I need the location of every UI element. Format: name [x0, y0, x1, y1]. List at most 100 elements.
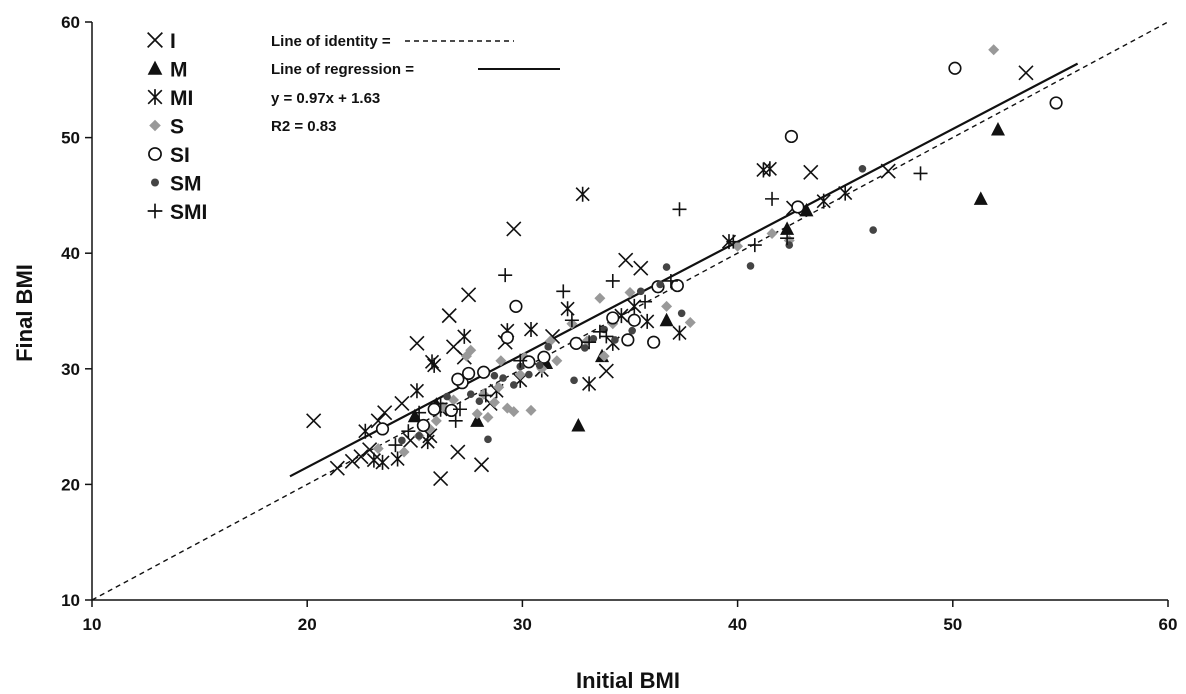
point-mi	[582, 376, 597, 392]
x-tick-label: 20	[298, 615, 317, 634]
point-mi	[838, 185, 853, 201]
point-mi	[672, 325, 687, 341]
point-sm	[466, 390, 475, 399]
point-sm	[509, 381, 518, 389]
point-smi	[605, 273, 620, 288]
x-tick-label: 30	[513, 615, 532, 634]
point-s	[514, 369, 526, 381]
point-sm	[475, 397, 484, 405]
point-smi	[913, 166, 928, 181]
point-s	[594, 292, 606, 304]
point-mi	[560, 301, 575, 317]
point-s	[598, 350, 610, 362]
point-si	[522, 355, 536, 369]
point-m	[470, 413, 485, 427]
point-si	[647, 335, 661, 349]
legend-label-smi: SMI	[170, 201, 207, 224]
point-i	[344, 453, 360, 469]
point-sm	[589, 334, 598, 343]
point-i	[450, 444, 466, 460]
point-i	[409, 335, 425, 351]
point-mi	[420, 434, 435, 450]
point-mi	[575, 186, 590, 202]
point-sm	[677, 309, 686, 318]
point-smi	[498, 268, 513, 283]
regression-label: Line of regression =	[271, 61, 414, 78]
data-points	[306, 44, 1063, 487]
point-s	[471, 408, 483, 420]
point-si	[451, 372, 465, 386]
point-s	[398, 446, 410, 458]
legend-label-si: SI	[170, 144, 190, 167]
point-m	[780, 221, 795, 235]
point-smi	[638, 294, 653, 309]
point-sm	[581, 344, 589, 352]
point-smi	[452, 402, 467, 417]
point-i	[633, 260, 649, 276]
y-tick-label: 10	[61, 591, 80, 610]
r-squared: R2 = 0.83	[271, 118, 336, 135]
point-s	[684, 317, 696, 329]
point-s	[988, 44, 1000, 56]
point-mi	[358, 423, 373, 439]
point-si	[462, 366, 476, 381]
point-si	[606, 311, 620, 325]
point-mi	[409, 383, 425, 399]
y-tick-label: 50	[61, 129, 80, 148]
point-sm	[656, 280, 664, 289]
point-s	[766, 228, 778, 240]
point-sm	[499, 374, 507, 382]
point-s	[624, 287, 636, 299]
x-tick-label: 60	[1159, 615, 1178, 634]
point-sm	[443, 392, 451, 401]
point-mi	[427, 357, 442, 373]
point-smi	[564, 313, 579, 328]
identity-label: Line of identity =	[271, 33, 391, 50]
point-mi	[375, 454, 390, 470]
tick-labels: 10 20 30 40 50 60 10 20 30 40 50 60	[61, 13, 1177, 634]
point-mi	[762, 161, 777, 177]
legend-item-mi: MI	[147, 87, 193, 110]
point-sm	[525, 370, 533, 379]
point-smi	[780, 231, 795, 246]
point-s	[525, 404, 537, 416]
point-si	[416, 418, 431, 433]
y-axis-title: Final BMI	[12, 264, 37, 362]
point-mi	[457, 328, 472, 344]
point-sm	[869, 226, 877, 234]
legend-item-i: I	[147, 30, 176, 53]
identity-line	[91, 21, 1169, 601]
y-tick-label: 30	[61, 360, 80, 379]
point-sm	[611, 336, 619, 344]
point-mi	[366, 452, 381, 468]
point-s	[732, 240, 744, 252]
point-smi	[672, 202, 687, 217]
point-smi	[478, 388, 493, 403]
point-smi	[513, 353, 528, 368]
legend-marker-sm	[151, 178, 159, 187]
legend-item-s: S	[149, 116, 184, 139]
point-s	[661, 300, 673, 312]
point-i	[329, 460, 345, 476]
point-mi	[640, 313, 655, 329]
point-s	[465, 344, 477, 356]
point-si	[569, 336, 583, 350]
legend-label-sm: SM	[170, 173, 202, 196]
point-si	[784, 129, 799, 144]
legend-marker-smi	[147, 203, 163, 219]
point-mi	[816, 193, 831, 209]
point-i	[461, 287, 477, 303]
x-tick-label: 50	[943, 615, 962, 634]
x-tick-label: 40	[728, 615, 747, 634]
point-i	[598, 363, 614, 379]
point-i	[394, 395, 410, 412]
point-smi	[433, 396, 448, 411]
point-m	[799, 202, 814, 217]
point-sm	[628, 326, 636, 335]
legend-marker-mi	[147, 89, 163, 105]
legend-marker-s	[149, 119, 161, 132]
point-i	[377, 405, 393, 421]
point-si	[948, 61, 962, 75]
point-m	[990, 122, 1005, 136]
